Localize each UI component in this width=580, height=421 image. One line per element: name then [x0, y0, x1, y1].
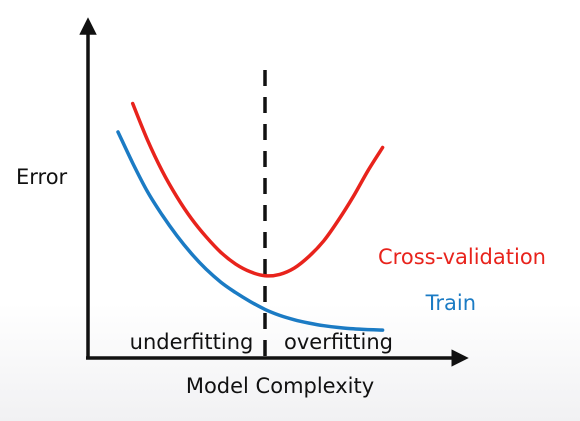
series-line-train: [116, 130, 385, 332]
series-label-cross-validation: Cross-validation: [378, 245, 546, 269]
series-label-train: Train: [425, 291, 476, 315]
x-axis-label: Model Complexity: [186, 374, 374, 398]
region-label-overfitting: overfitting: [284, 330, 393, 354]
y-axis-label: Error: [16, 165, 68, 189]
series-line-cross-validation: [130, 101, 385, 278]
region-label-underfitting: underfitting: [130, 330, 254, 354]
